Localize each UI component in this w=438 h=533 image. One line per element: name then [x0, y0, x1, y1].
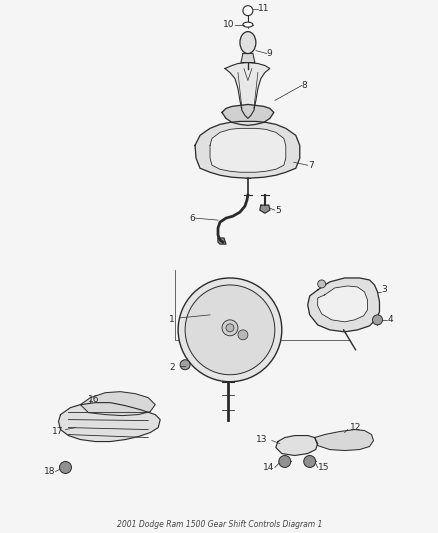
- Ellipse shape: [240, 31, 255, 53]
- Text: 3: 3: [381, 286, 386, 294]
- Text: 16: 16: [88, 395, 100, 404]
- Circle shape: [222, 320, 237, 336]
- Polygon shape: [314, 430, 373, 450]
- Polygon shape: [80, 392, 155, 416]
- Polygon shape: [222, 104, 273, 125]
- Text: 7: 7: [307, 161, 313, 170]
- Text: 15: 15: [317, 463, 328, 472]
- Text: 8: 8: [301, 81, 307, 90]
- Text: 1: 1: [169, 316, 175, 325]
- Polygon shape: [224, 62, 269, 118]
- Text: 6: 6: [189, 214, 194, 223]
- Polygon shape: [209, 128, 285, 172]
- Text: 18: 18: [44, 467, 55, 476]
- Circle shape: [178, 278, 281, 382]
- Polygon shape: [317, 286, 367, 322]
- Circle shape: [317, 280, 325, 288]
- Text: 9: 9: [266, 49, 272, 58]
- Text: 14: 14: [263, 463, 274, 472]
- Circle shape: [372, 315, 381, 325]
- Polygon shape: [275, 435, 317, 456]
- Polygon shape: [240, 53, 254, 62]
- Text: 5: 5: [274, 206, 280, 215]
- Ellipse shape: [242, 22, 252, 27]
- Polygon shape: [194, 122, 299, 178]
- Circle shape: [237, 330, 247, 340]
- Polygon shape: [259, 205, 269, 213]
- Circle shape: [60, 462, 71, 473]
- Polygon shape: [58, 402, 160, 441]
- Polygon shape: [209, 308, 254, 342]
- Text: 17: 17: [52, 427, 64, 436]
- Polygon shape: [218, 238, 226, 244]
- Circle shape: [226, 324, 233, 332]
- Text: 12: 12: [349, 423, 360, 432]
- Circle shape: [185, 285, 274, 375]
- Text: 2001 Dodge Ram 1500 Gear Shift Controls Diagram 1: 2001 Dodge Ram 1500 Gear Shift Controls …: [117, 520, 321, 529]
- Text: 2: 2: [169, 363, 175, 372]
- Polygon shape: [307, 278, 378, 332]
- Circle shape: [180, 360, 190, 370]
- Text: 11: 11: [257, 4, 269, 13]
- Text: 10: 10: [223, 20, 234, 29]
- Circle shape: [303, 456, 315, 467]
- Circle shape: [278, 456, 290, 467]
- Circle shape: [242, 6, 252, 15]
- Text: 4: 4: [387, 316, 392, 325]
- Text: 13: 13: [256, 435, 267, 444]
